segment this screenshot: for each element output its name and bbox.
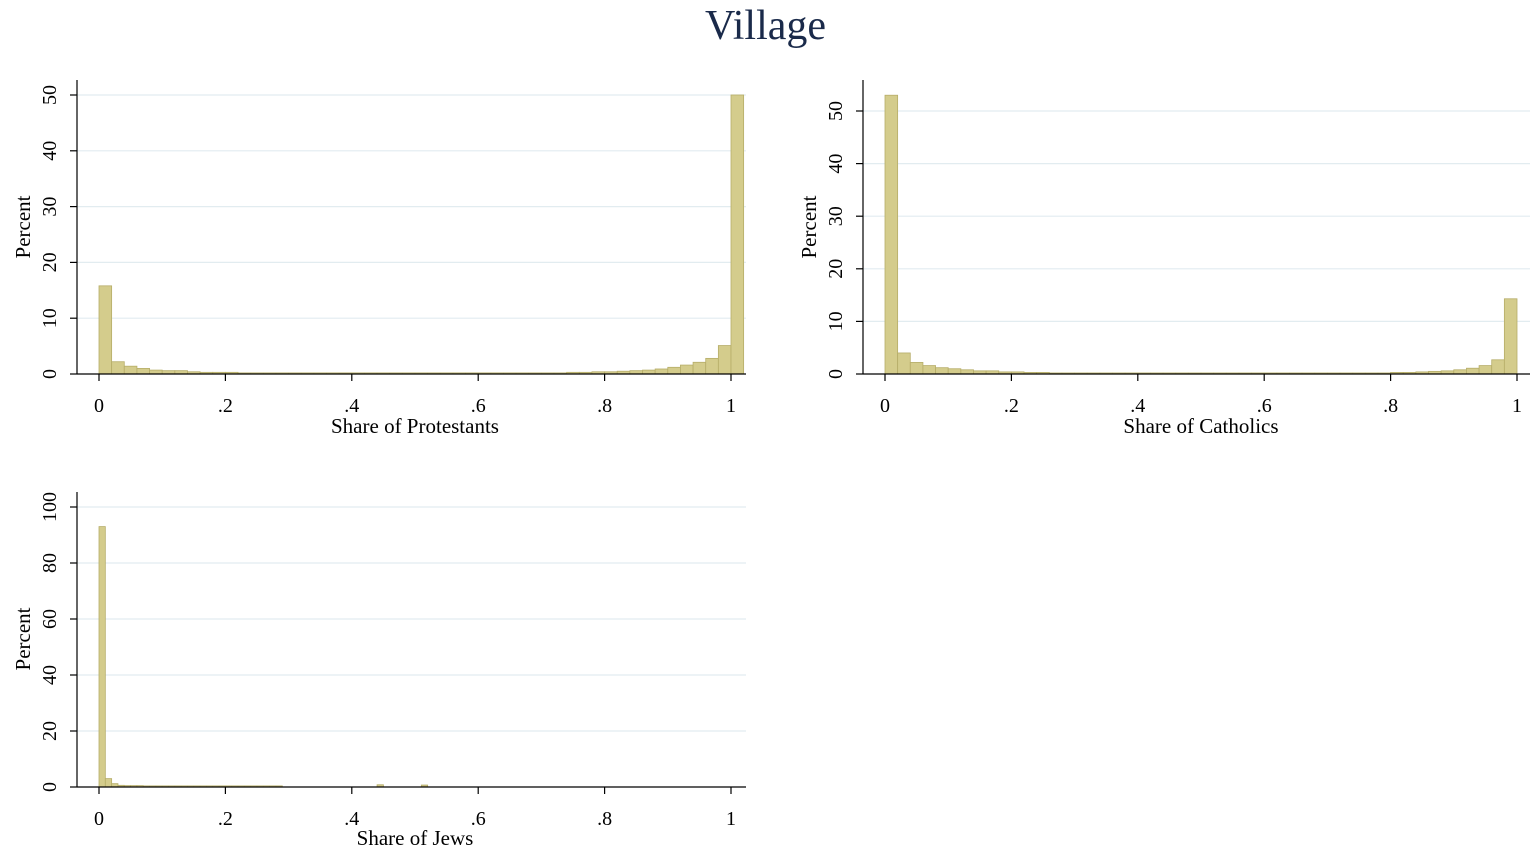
x-tick-label: 0 — [880, 395, 890, 417]
y-tick-label: 50 — [39, 85, 61, 105]
x-axis-label: Share of Protestants — [331, 414, 499, 438]
x-tick-label: .2 — [218, 808, 233, 830]
x-tick-label: .6 — [471, 395, 486, 417]
x-tick-label: 0 — [94, 395, 104, 417]
y-tick-label: 10 — [825, 311, 847, 331]
histogram-bar — [897, 352, 911, 375]
x-tick-label: 1 — [1512, 395, 1522, 417]
page-title: Village — [704, 3, 827, 49]
y-tick-label: 40 — [39, 141, 61, 161]
y-tick-label: 30 — [39, 197, 61, 217]
histogram-bar — [960, 369, 974, 375]
histogram-bar — [1478, 365, 1493, 375]
y-tick-label: 0 — [825, 369, 847, 379]
y-tick-label: 100 — [39, 492, 61, 522]
histogram-catholics: 0 10 20 30 40 50 0 .2 .4 .6 .8 1 Share of Catholics P… — [797, 80, 1530, 438]
x-tick-label: .4 — [1130, 395, 1145, 417]
y-tick-label: 80 — [39, 553, 61, 573]
y-tick-label: 60 — [39, 609, 61, 629]
y-tick-label: 0 — [39, 782, 61, 792]
y-tick-label: 20 — [39, 252, 61, 272]
x-tick-label: .6 — [471, 808, 486, 830]
x-tick-label: .6 — [1257, 395, 1272, 417]
x-tick-label: .4 — [344, 808, 359, 830]
histogram-protestants: 0 10 20 30 40 50 0 .2 .4 .6 .8 1 Share of Protestant… — [11, 80, 746, 438]
histogram-bar — [935, 367, 949, 375]
y-axis-label: Percent — [797, 195, 821, 258]
y-tick-label: 10 — [39, 308, 61, 328]
x-tick-label: .2 — [1004, 395, 1019, 417]
histogram-bar — [922, 365, 936, 375]
x-axis-label: Share of Catholics — [1123, 414, 1278, 438]
histogram-bar — [909, 362, 924, 375]
y-tick-label: 20 — [825, 259, 847, 279]
y-tick-label: 40 — [825, 154, 847, 174]
x-axis-label: Share of Jews — [357, 826, 474, 850]
x-tick-label: .8 — [1383, 395, 1398, 417]
histogram-jews: 0 20 40 60 80 100 0 .2 .4 .6 .8 1 Share of Jews Perce… — [11, 492, 746, 850]
y-axis-label: Percent — [11, 195, 35, 258]
y-tick-label: 30 — [825, 206, 847, 226]
histogram-bar — [98, 526, 106, 788]
histogram-bar — [947, 368, 962, 375]
x-tick-label: .2 — [218, 395, 233, 417]
y-tick-label: 40 — [39, 665, 61, 685]
x-tick-label: 1 — [726, 808, 736, 830]
y-tick-label: 20 — [39, 721, 61, 741]
x-tick-label: 1 — [726, 395, 736, 417]
histogram-bar — [1453, 369, 1467, 375]
x-tick-label: 0 — [94, 808, 104, 830]
y-tick-label: 0 — [39, 369, 61, 379]
x-tick-label: .8 — [597, 808, 612, 830]
histogram-bar — [884, 94, 899, 375]
y-tick-label: 50 — [825, 101, 847, 121]
histogram-bar — [1466, 367, 1480, 375]
histogram-bar — [104, 778, 113, 788]
x-tick-label: .4 — [344, 395, 359, 417]
histogram-bar — [1503, 298, 1518, 375]
x-tick-label: .8 — [597, 395, 612, 417]
y-axis-label: Percent — [11, 607, 35, 670]
histogram-bar — [1491, 359, 1505, 375]
